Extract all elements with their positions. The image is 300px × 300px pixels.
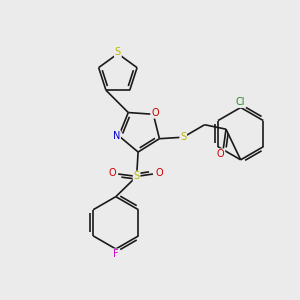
Text: N: N [113,131,120,141]
Text: S: S [134,171,140,182]
Text: O: O [217,149,224,159]
Text: O: O [108,168,116,178]
Text: O: O [155,168,163,178]
Text: S: S [180,132,186,142]
Text: O: O [151,108,159,118]
Text: S: S [115,47,121,57]
Text: F: F [113,249,118,259]
Text: Cl: Cl [236,97,245,107]
